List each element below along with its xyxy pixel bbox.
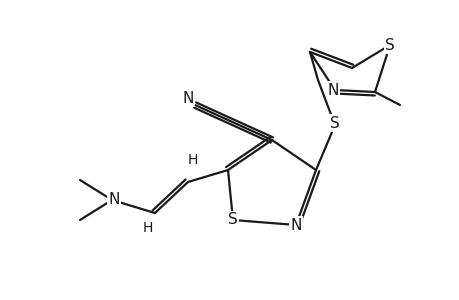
Text: S: S [330, 116, 339, 130]
Text: N: N [182, 91, 193, 106]
Text: H: H [187, 153, 198, 167]
Text: N: N [290, 218, 301, 232]
Text: N: N [327, 82, 338, 98]
Text: N: N [108, 193, 119, 208]
Text: S: S [228, 212, 237, 227]
Text: H: H [142, 221, 153, 235]
Text: S: S [384, 38, 394, 52]
